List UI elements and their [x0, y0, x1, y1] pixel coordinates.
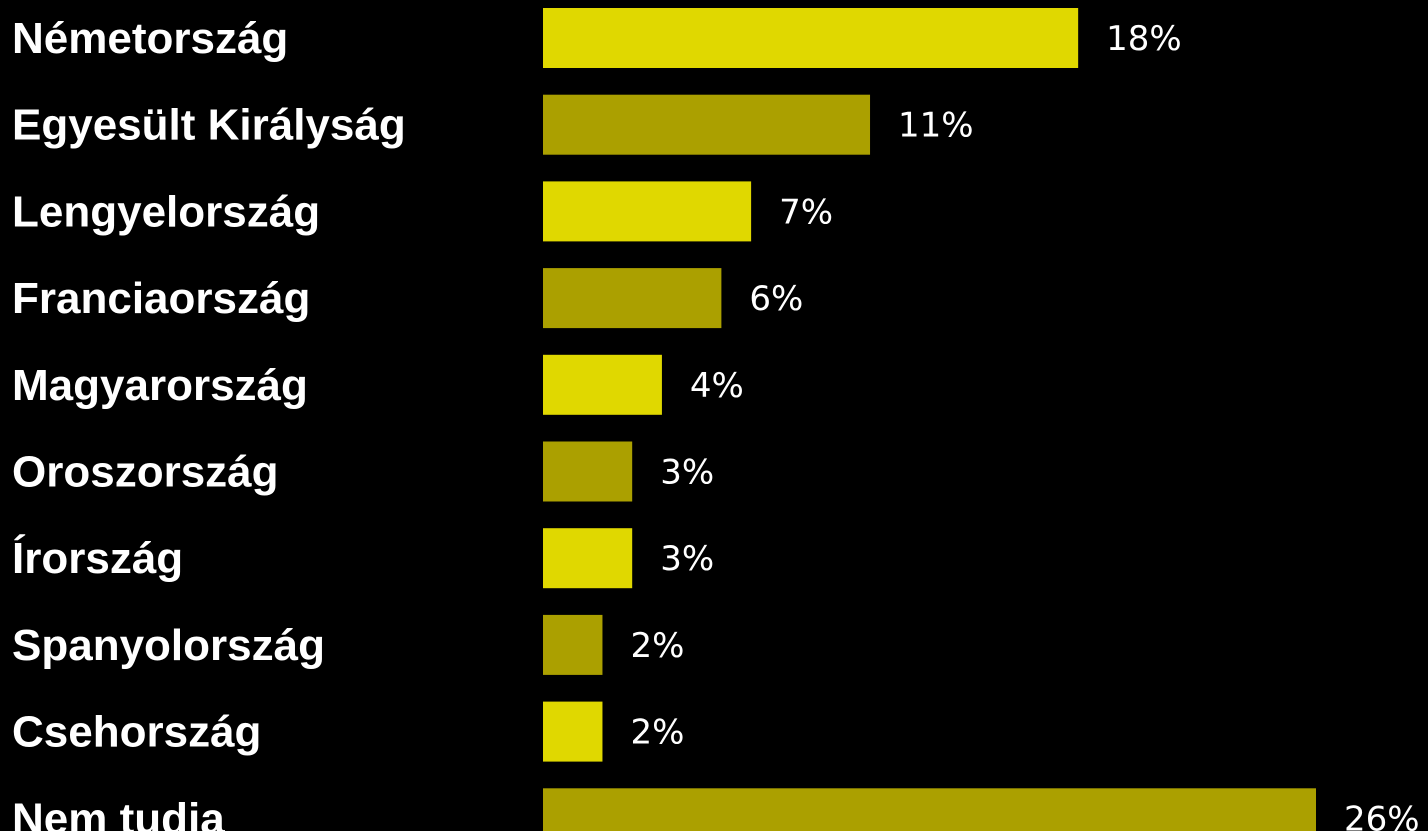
value-label: 11% — [898, 106, 974, 146]
category-label: Nem tudja — [12, 794, 225, 831]
bar-1 — [543, 94, 871, 155]
category-label: Lengyelország — [12, 187, 320, 236]
value-label: 18% — [1106, 19, 1182, 59]
bar-7 — [543, 614, 603, 675]
bar-9 — [543, 788, 1316, 831]
bar-4 — [543, 354, 662, 415]
value-label: 3% — [660, 453, 714, 493]
category-label: Csehország — [12, 708, 261, 757]
category-label: Egyesült Királyság — [12, 101, 406, 150]
category-label: Írország — [12, 533, 183, 583]
value-label: 2% — [630, 713, 684, 753]
value-label: 2% — [630, 626, 684, 666]
value-label: 3% — [660, 539, 714, 579]
bar-6 — [543, 528, 633, 589]
bar-0 — [543, 8, 1079, 68]
bar-5 — [543, 441, 633, 502]
category-label: Oroszország — [12, 448, 279, 497]
category-label: Magyarország — [12, 361, 308, 410]
value-label: 26% — [1344, 799, 1420, 831]
category-label: Németország — [12, 14, 288, 63]
category-label: Franciaország — [12, 274, 310, 323]
category-label: Spanyolország — [12, 621, 325, 670]
bar-2 — [543, 181, 752, 242]
value-label: 4% — [690, 366, 744, 406]
value-label: 7% — [779, 192, 833, 232]
value-label: 6% — [749, 279, 803, 319]
bar-3 — [543, 268, 722, 329]
bar-8 — [543, 701, 603, 762]
